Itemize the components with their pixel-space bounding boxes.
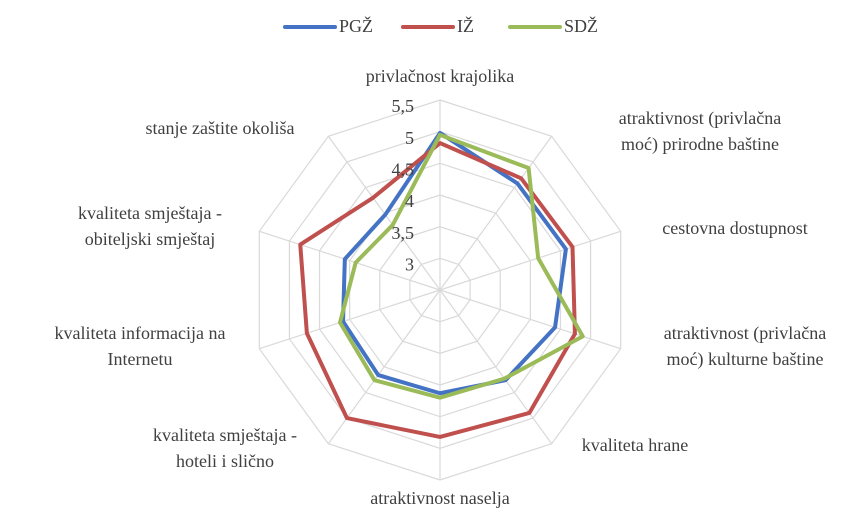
- spoke: [259, 289, 441, 350]
- category-label: stanje zaštite okoliša: [146, 118, 295, 138]
- category-label: atraktivnost (privlačna: [619, 108, 781, 129]
- spoke: [439, 289, 553, 445]
- tick-label: 5,5: [392, 96, 415, 116]
- grid: [258, 99, 622, 481]
- category-label: privlačnost krajolika: [366, 66, 514, 86]
- tick-label: 4: [405, 191, 414, 211]
- series-line: [298, 141, 577, 439]
- series-line: [338, 132, 585, 400]
- category-label: hoteli i slično: [176, 451, 274, 471]
- series-line: [341, 130, 568, 396]
- spoke: [439, 289, 621, 350]
- tick-label: 3,5: [392, 223, 415, 243]
- category-label: cestovna dostupnost: [662, 218, 808, 238]
- series-group: [298, 130, 585, 439]
- legend-label: IŽ: [457, 15, 474, 36]
- category-label: obiteljski smještaj: [85, 229, 216, 249]
- spoke: [439, 135, 553, 291]
- category-label: moć) kulturne baštine: [667, 349, 824, 370]
- tick-label: 3: [405, 254, 414, 274]
- category-label: kvaliteta informacija na: [55, 323, 226, 343]
- tick-label: 4,5: [392, 159, 415, 179]
- tick-label: 5: [405, 128, 414, 148]
- category-label: kvaliteta smještaja -: [78, 203, 222, 223]
- spoke: [439, 230, 621, 291]
- category-label: atraktivnost naselja: [370, 488, 509, 508]
- category-label: atraktivnost (privlačna: [664, 323, 826, 344]
- category-label: kvaliteta smještaja -: [153, 425, 297, 445]
- legend-label: PGŽ: [339, 15, 373, 36]
- category-label: Internetu: [108, 349, 173, 369]
- spoke: [259, 230, 441, 291]
- legend-label: SDŽ: [564, 15, 598, 36]
- labels: 3 3,5 4 4,5 5 5,5 privlačnost krajolika atrakti…: [55, 15, 827, 508]
- category-label: kvaliteta hrane: [582, 435, 688, 455]
- category-label: moć) prirodne baštine: [621, 134, 779, 155]
